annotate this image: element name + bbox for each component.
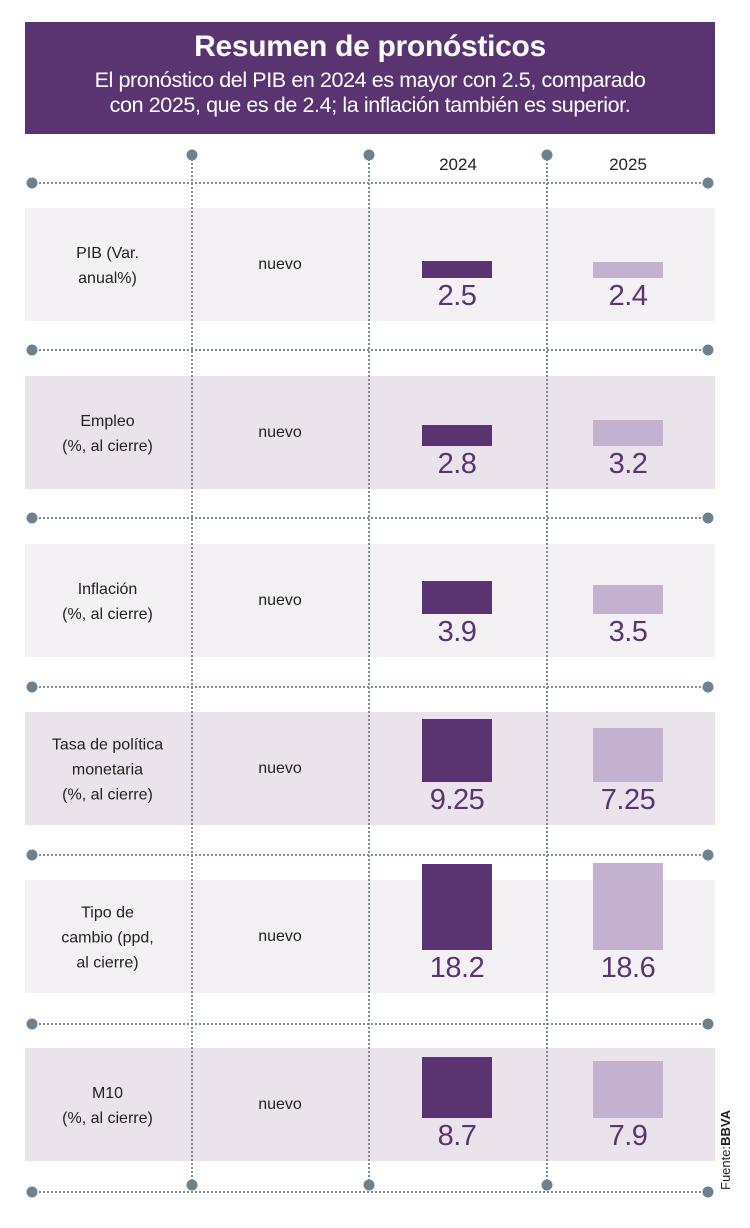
value-label-2025: 2.4 — [608, 280, 648, 312]
grid-dot — [702, 177, 714, 189]
status-label: nuevo — [258, 255, 302, 273]
row-label: Tipo de cambio (ppd, al cierre) — [25, 900, 190, 975]
grid-dot — [541, 149, 553, 161]
bar-2024 — [422, 1057, 492, 1118]
row-label: Tasa de política monetaria (%, al cierre) — [25, 732, 190, 807]
grid-dot — [702, 681, 714, 693]
row-label-line: (%, al cierre) — [62, 1109, 153, 1127]
row-label-line: Inflación — [77, 580, 138, 598]
bar-2025 — [593, 420, 663, 446]
grid-dot — [26, 1186, 38, 1198]
value-label-2024: 9.25 — [429, 784, 485, 816]
grid-line — [32, 182, 708, 184]
row-label-line: Empleo — [80, 412, 135, 430]
grid-dot — [26, 177, 38, 189]
bar-2025 — [593, 862, 663, 950]
grid-line — [32, 517, 708, 519]
row-label-line: Tasa de política — [51, 736, 164, 753]
grid-line — [32, 349, 708, 351]
status-label: nuevo — [258, 1095, 302, 1113]
row-label: Empleo (%, al cierre) — [25, 409, 190, 459]
bar-2024 — [422, 425, 492, 446]
grid-line — [32, 1191, 708, 1193]
grid-dot — [363, 1179, 375, 1191]
status-label: nuevo — [258, 591, 302, 609]
header-banner: Resumen de pronósticos El pronóstico del… — [25, 22, 715, 134]
chart-subtitle: El pronóstico del PIB en 2024 es mayor c… — [39, 68, 701, 118]
bar-2024 — [422, 261, 492, 278]
grid-dot — [702, 1018, 714, 1030]
value-label-2024: 3.9 — [437, 616, 477, 648]
bar-2025 — [593, 262, 663, 278]
value-label-2024: 2.8 — [437, 448, 477, 480]
row-label: PIB (Var. anual%) — [25, 241, 190, 291]
grid-dot — [702, 1186, 714, 1198]
row-label-line: Tipo de — [81, 904, 134, 921]
grid-dot — [702, 512, 714, 524]
row-label-line: PIB (Var. — [76, 244, 139, 262]
bar-2024 — [422, 719, 492, 782]
grid-line — [191, 155, 193, 1185]
row-label-line: cambio (ppd, — [61, 929, 154, 946]
bar-2025 — [593, 727, 663, 782]
row-label-line: (%, al cierre) — [62, 786, 153, 803]
subtitle-line-1: El pronóstico del PIB en 2024 es mayor c… — [94, 68, 646, 92]
bar-2024 — [422, 863, 492, 950]
grid-dot — [26, 512, 38, 524]
source-note: Fuente:BBVA — [718, 1100, 738, 1190]
grid-line — [32, 1023, 708, 1025]
grid-dot — [26, 344, 38, 356]
row-label-line: M10 — [91, 1084, 124, 1102]
source-name: BBVA — [718, 1110, 733, 1146]
row-label: M10 (%, al cierre) — [25, 1081, 190, 1131]
row-label-line: monetaria — [71, 761, 144, 778]
value-label-2024: 18.2 — [429, 952, 485, 984]
value-label-2024: 2.5 — [437, 280, 477, 312]
grid-dot — [26, 681, 38, 693]
status-label: nuevo — [258, 927, 302, 945]
value-label-2024: 8.7 — [437, 1120, 477, 1152]
row-label-line: al cierre) — [76, 954, 139, 971]
row-label-line: anual%) — [78, 269, 137, 287]
value-label-2025: 3.2 — [608, 448, 648, 480]
row-label: Inflación (%, al cierre) — [25, 577, 190, 627]
column-header-2025: 2025 — [609, 155, 647, 174]
grid-line — [32, 686, 708, 688]
status-label: nuevo — [258, 423, 302, 441]
row-label-line: (%, al cierre) — [62, 605, 153, 623]
grid-dot — [26, 1018, 38, 1030]
source-label: Fuente: — [718, 1145, 733, 1190]
status-label: nuevo — [258, 759, 302, 777]
chart-title: Resumen de pronósticos — [194, 30, 546, 63]
bar-2024 — [422, 581, 492, 614]
grid-line — [32, 854, 708, 856]
bar-2025 — [593, 585, 663, 614]
value-label-2025: 3.5 — [608, 616, 648, 648]
grid-dot — [702, 344, 714, 356]
grid-dot — [363, 149, 375, 161]
bar-2025 — [593, 1060, 663, 1118]
value-label-2025: 18.6 — [600, 952, 656, 984]
grid-dot — [186, 149, 198, 161]
column-header-2024: 2024 — [439, 155, 477, 174]
subtitle-line-2: con 2025, que es de 2.4; la inflación ta… — [109, 93, 631, 117]
grid-dot — [186, 1179, 198, 1191]
value-label-2025: 7.9 — [608, 1120, 648, 1152]
grid-dot — [541, 1179, 553, 1191]
grid-dot — [26, 849, 38, 861]
row-label-line: (%, al cierre) — [62, 437, 153, 455]
grid-line — [546, 155, 548, 1185]
value-label-2025: 7.25 — [600, 784, 656, 816]
grid-line — [368, 155, 370, 1185]
grid-dot — [702, 849, 714, 861]
